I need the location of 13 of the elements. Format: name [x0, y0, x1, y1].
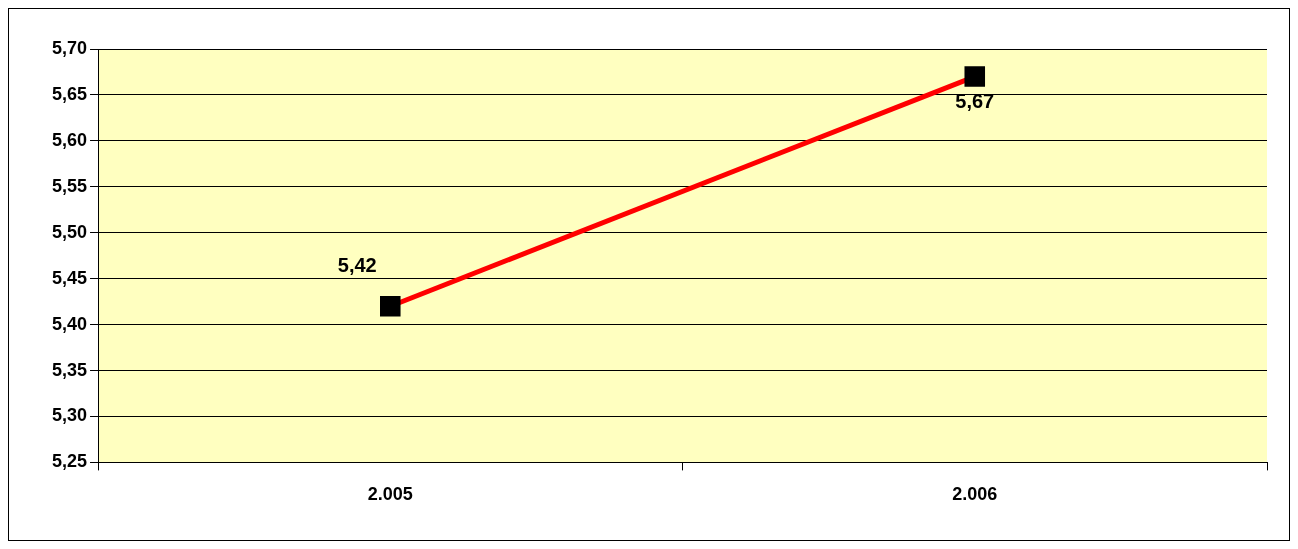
y-tick-label: 5,65: [51, 83, 88, 104]
y-tick-label: 5,50: [51, 221, 88, 242]
y-tick-label: 5,25: [51, 451, 88, 472]
data-label: 5,42: [337, 253, 377, 276]
y-tick-label: 5,40: [51, 313, 88, 334]
x-tick-label: 2.005: [367, 484, 413, 505]
y-tick-label: 5,45: [51, 267, 88, 288]
y-tick-label: 5,70: [51, 37, 88, 58]
y-tick-label: 5,30: [51, 405, 88, 426]
y-tick-label: 5,60: [51, 129, 88, 150]
y-tick-label: 5,35: [51, 359, 88, 380]
x-tick-label: 2.006: [952, 484, 998, 505]
y-tick-label: 5,55: [51, 175, 88, 196]
